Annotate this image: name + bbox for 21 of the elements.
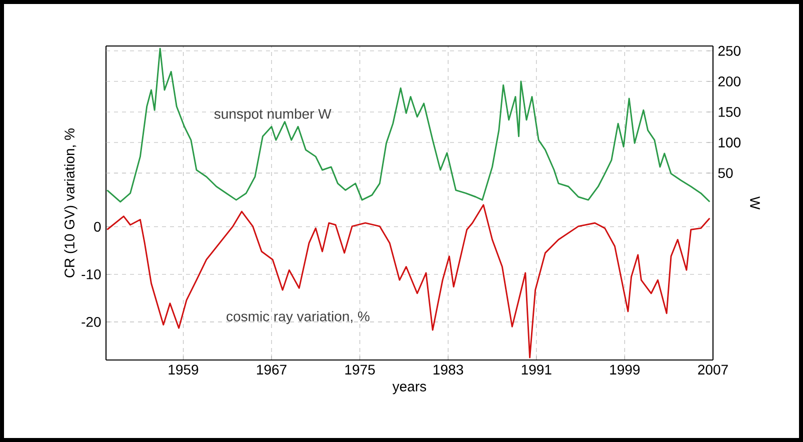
y2-tick-label: 200 bbox=[718, 76, 740, 86]
x-tick-label: 1959 bbox=[168, 364, 198, 375]
y-axis-title: CR (10 GV) variation, % bbox=[64, 128, 78, 278]
x-tick-label: 1991 bbox=[522, 364, 552, 375]
y2-tick-label: 50 bbox=[718, 168, 733, 178]
y2-tick-label: 100 bbox=[718, 138, 740, 148]
series-label: sunspot number W bbox=[214, 108, 332, 122]
x-axis-title: years bbox=[392, 384, 426, 394]
y-tick-label: 0 bbox=[94, 222, 101, 232]
y-tick-label: -10 bbox=[82, 269, 101, 280]
x-tick-label: 1975 bbox=[345, 364, 375, 375]
text: cosmic ray variation, % bbox=[226, 311, 370, 324]
x-tick-label: 2007 bbox=[698, 364, 728, 375]
x-tick-label: 1967 bbox=[257, 364, 286, 375]
x-tick-label: 1983 bbox=[434, 364, 464, 375]
x-tick-label: 1999 bbox=[610, 364, 640, 375]
y2-tick-label: 150 bbox=[718, 107, 740, 117]
y2-axis-title: W bbox=[750, 196, 760, 210]
y-tick-label: -20 bbox=[82, 316, 101, 327]
line-series bbox=[106, 48, 710, 202]
y2-tick-label: 250 bbox=[718, 46, 740, 56]
